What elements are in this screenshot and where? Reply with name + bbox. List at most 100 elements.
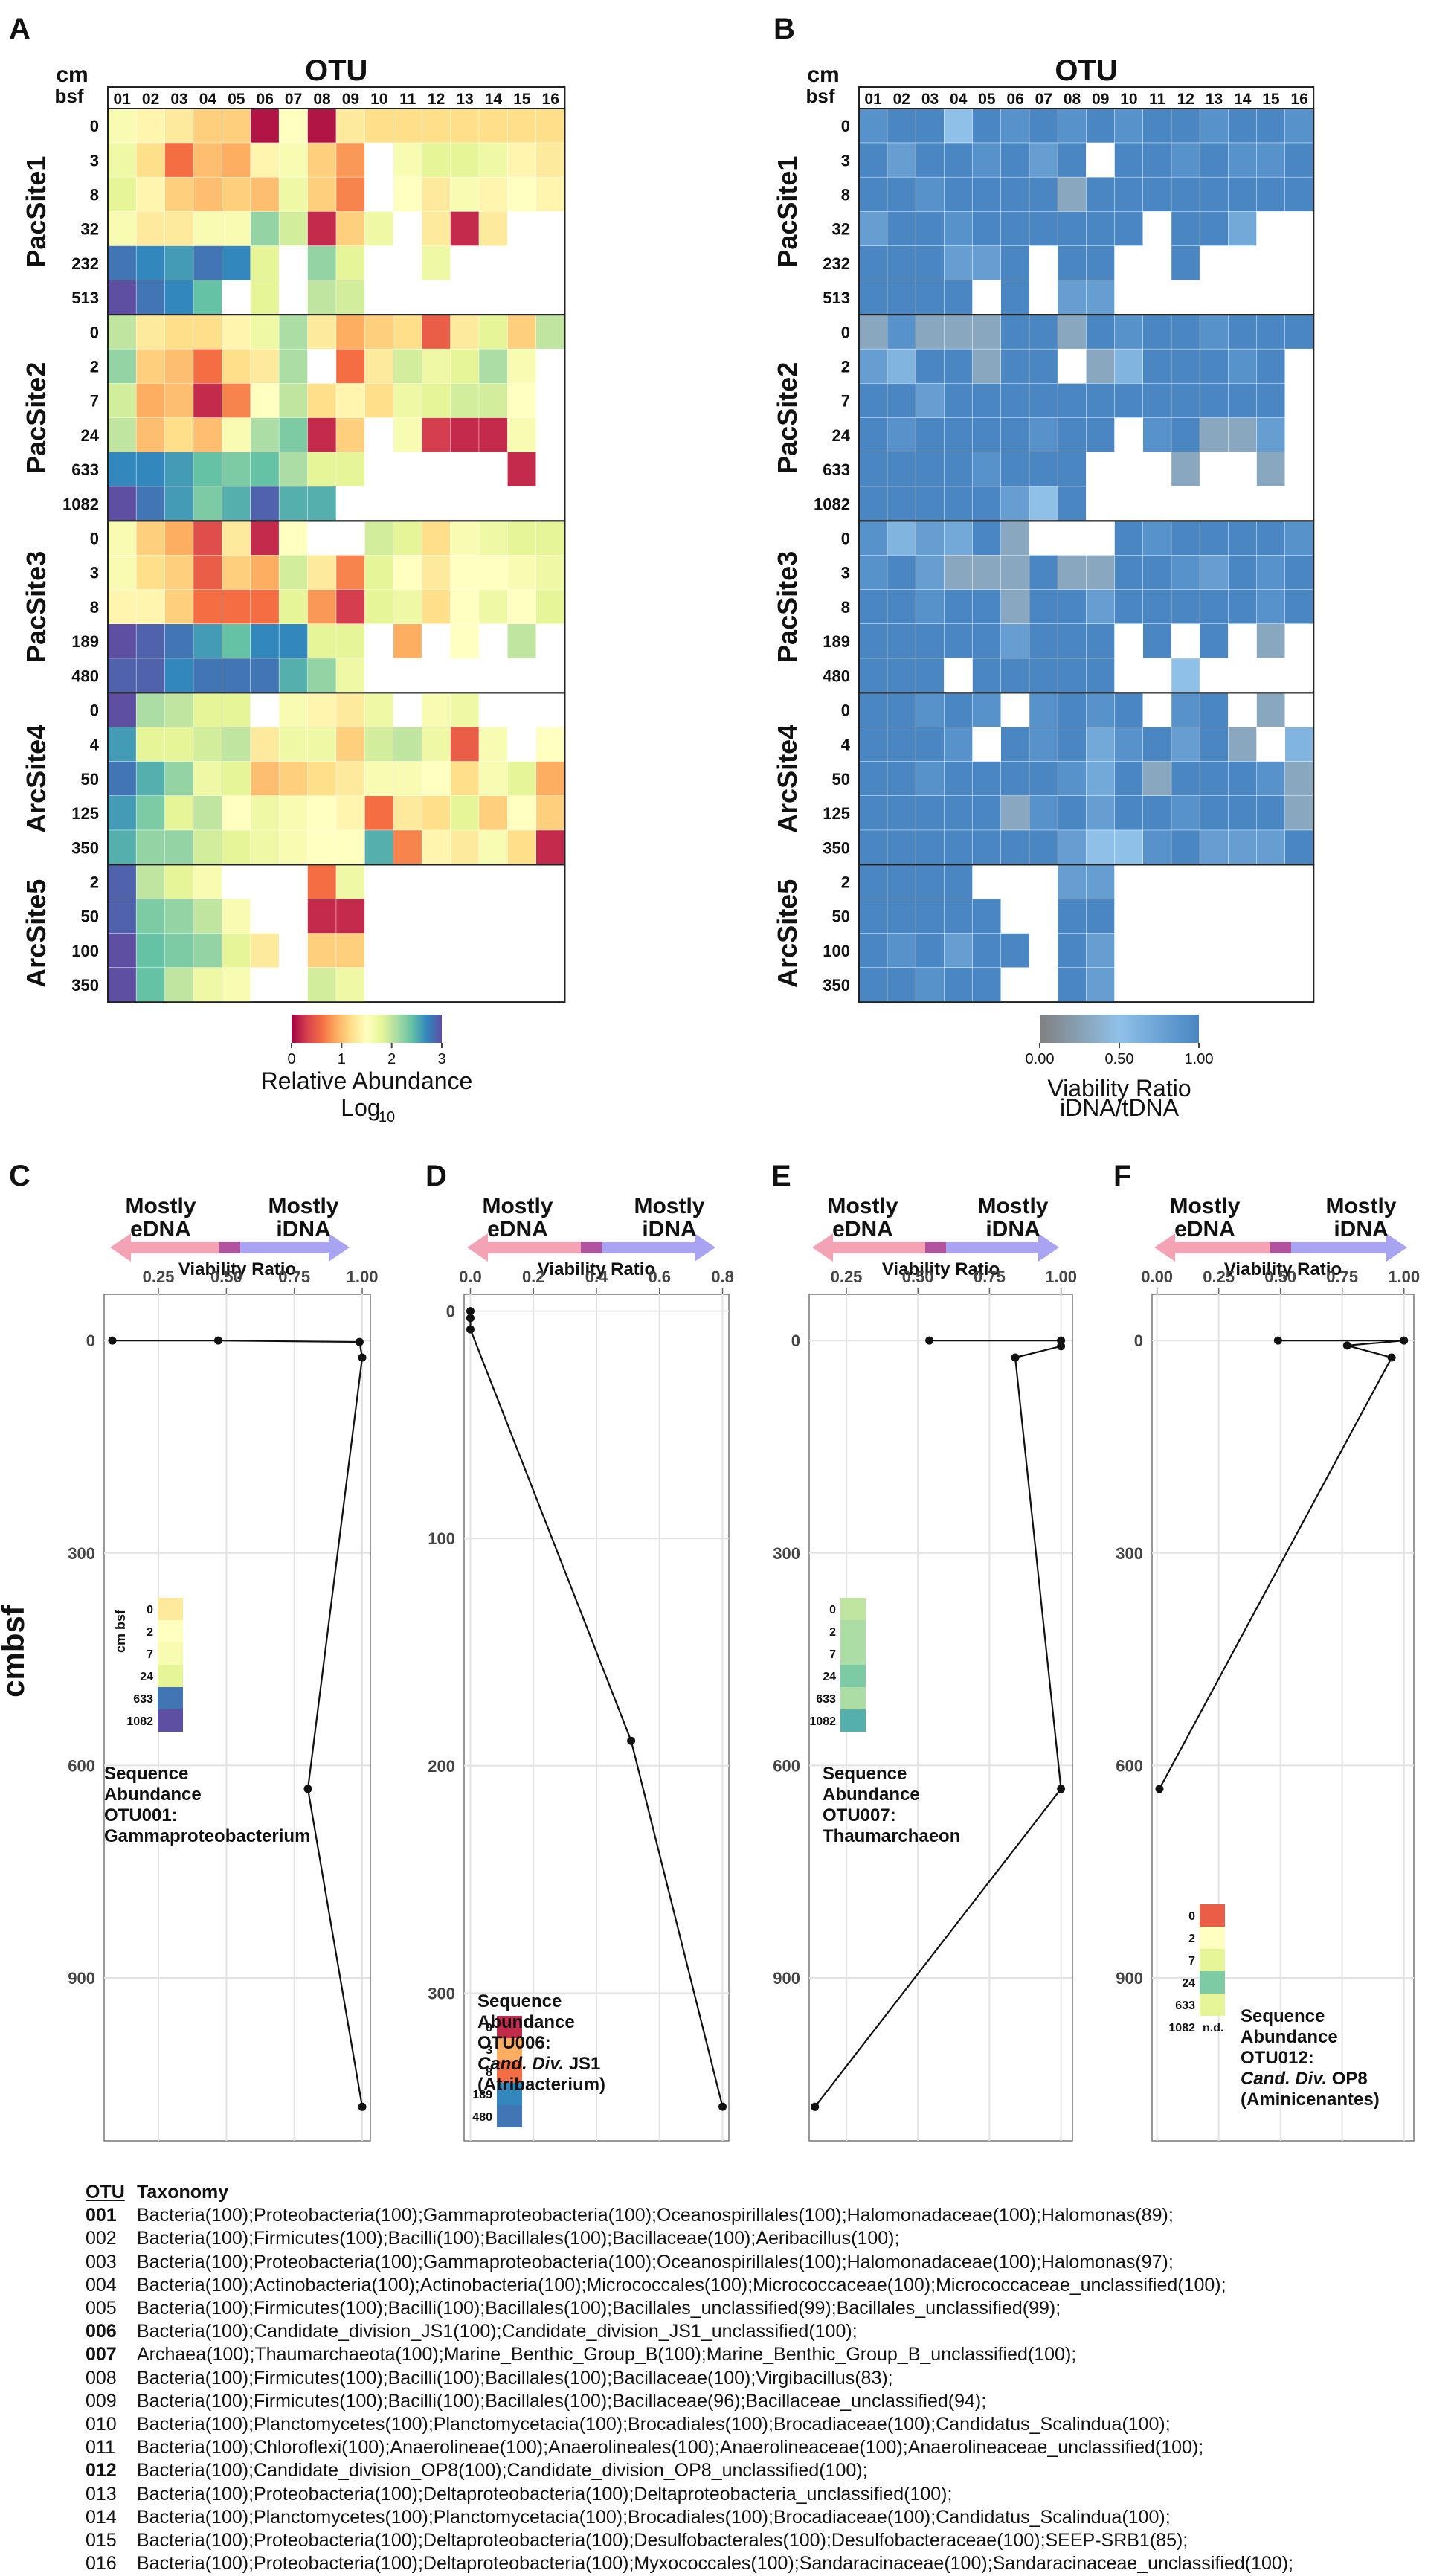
heatmap-cell [450, 589, 479, 624]
heatmap-cell [972, 761, 1001, 796]
heatmap-cell [1228, 177, 1257, 212]
heatmap-cell [393, 521, 422, 556]
heatmap-cell [887, 555, 916, 590]
heatmap-cell [536, 727, 564, 762]
idna-arrow [591, 1242, 696, 1253]
heatmap-cell [193, 693, 222, 727]
heatmap-cell [336, 143, 365, 177]
heatmap-cell [1285, 589, 1313, 624]
heatmap-cell [1228, 211, 1257, 246]
heatmap-cell [916, 177, 945, 212]
heatmap-cell [136, 933, 165, 968]
depth-label: 8 [90, 598, 99, 617]
idna-arrowhead [695, 1233, 715, 1262]
mostly-idna-label: iDNA [1334, 1217, 1388, 1242]
heatmap-cell [887, 899, 916, 934]
heatmap-cell [393, 555, 422, 590]
y-tick-label: 0 [791, 1332, 800, 1350]
colorbar-abundance [292, 1015, 442, 1043]
heatmap-cell [479, 143, 508, 177]
heatmap-cell [222, 968, 251, 1002]
heatmap-cell [859, 349, 887, 384]
heatmap-cell [393, 761, 422, 796]
heatmap-cell [393, 589, 422, 624]
heatmap-cell [193, 864, 222, 899]
legend-taxon: Cand. Div. OP8 [1241, 2069, 1368, 2089]
legend-header: cm bsf [113, 1609, 128, 1653]
depth-label: 633 [71, 460, 99, 479]
taxonomy-otu-id: 009 [86, 2390, 117, 2412]
heatmap-cell [1058, 933, 1087, 968]
legend-swatch [840, 1620, 866, 1642]
heatmap-cell [1143, 761, 1171, 796]
mostly-idna-label: Mostly [1325, 1194, 1396, 1218]
depth-label: 350 [823, 976, 850, 995]
heatmap-cell [1058, 727, 1087, 762]
heatmap-cell [1228, 383, 1257, 418]
heatmap-cell [972, 624, 1001, 658]
heatmap-cell [972, 968, 1001, 1002]
depth-label: 125 [71, 804, 99, 823]
heatmap-cell [251, 727, 279, 762]
legend-title: Abundance [104, 1785, 202, 1805]
heatmap-cell [393, 796, 422, 830]
heatmap-cell [1001, 761, 1029, 796]
heatmap-cell [422, 555, 451, 590]
depth-label: 50 [832, 770, 850, 788]
data-point [1057, 1342, 1066, 1351]
heatmap-cell [1058, 177, 1087, 212]
heatmap-cell [364, 383, 393, 418]
heatmap-cell [251, 589, 279, 624]
heatmap-cell [393, 727, 422, 762]
heatmap-cell [222, 589, 251, 624]
heatmap-cell [164, 109, 193, 143]
heatmap-cell [1114, 589, 1143, 624]
heatmap-cell [422, 830, 451, 864]
arrow-midpoint [1270, 1242, 1291, 1253]
heatmap-cell [1143, 830, 1171, 864]
edna-arrowhead [812, 1233, 833, 1262]
heatmap-cell [1171, 417, 1200, 452]
heatmap-cell [507, 349, 536, 384]
arrow-midpoint [219, 1242, 240, 1253]
heatmap-cell [944, 830, 973, 864]
depth-label: 350 [823, 838, 850, 857]
otu-column-label: 04 [199, 91, 217, 108]
legend-swatch [497, 2016, 522, 2038]
heatmap-cell [193, 796, 222, 830]
heatmap-cell [507, 143, 536, 177]
heatmap-cell [1143, 624, 1171, 658]
taxonomy-row: 012 Bacteria(100);Candidate_division_OP8(… [86, 2459, 1439, 2482]
heatmap-cell [364, 211, 393, 246]
heatmap-cell [422, 383, 451, 418]
viability-axis-title: Viability Ratio [538, 1259, 655, 1279]
heatmap-cell [1200, 417, 1229, 452]
colorbar-tick-label: 3 [437, 1051, 445, 1067]
taxonomy-table: OTU Taxonomy 001 Bacteria(100);Proteobacte… [86, 2181, 1439, 2575]
heatmap-cell [1200, 315, 1229, 349]
heatmap-cell [422, 211, 451, 246]
heatmap-cell [364, 589, 393, 624]
heatmap-cell [1086, 555, 1115, 590]
heatmap-cell [193, 109, 222, 143]
y-tick-label: 300 [428, 1984, 455, 2002]
heatmap-cell [1029, 177, 1058, 212]
heatmap-cell [1228, 761, 1257, 796]
heatmap-cell [1086, 109, 1115, 143]
heatmap-cell [1058, 417, 1087, 452]
heatmap-cell [479, 521, 508, 556]
legend-swatch [158, 1598, 183, 1620]
heatmap-cell [1114, 555, 1143, 590]
heatmap-cell [859, 143, 887, 177]
depth-label: 125 [823, 804, 850, 823]
mostly-edna-label: eDNA [832, 1217, 893, 1242]
taxonomy-lineage: Bacteria(100);Planctomycetes(100);Planct… [137, 2506, 1171, 2528]
heatmap-cell [1256, 796, 1285, 830]
heatmap-cell [1001, 349, 1029, 384]
series-line [112, 1340, 364, 2107]
heatmap-cell [1029, 658, 1058, 693]
heatmap-cell [1058, 968, 1087, 1002]
heatmap-cell [1086, 727, 1115, 762]
heatmap-cell [108, 555, 136, 590]
y-tick-label: 600 [773, 1756, 800, 1775]
